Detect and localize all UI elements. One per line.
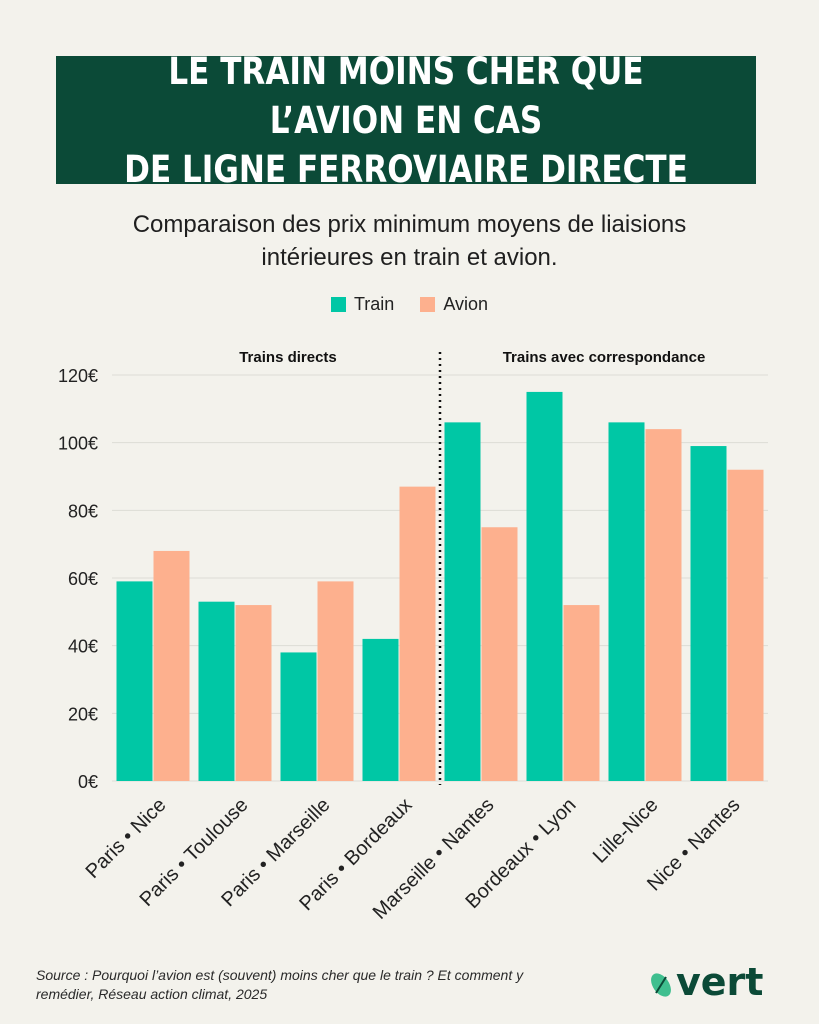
legend-label-avion: Avion [443, 294, 489, 314]
legend-label-train: Train [353, 294, 395, 314]
section-label-left: Trains directs [239, 349, 337, 366]
bar-avion [481, 527, 518, 781]
legend-item-train: Train [330, 294, 395, 315]
bar-train [116, 581, 153, 781]
bar-train [362, 638, 399, 781]
bar-train [444, 422, 481, 781]
chart-title: LE TRAIN MOINS CHER QUE L’AVION EN CAS D… [124, 49, 688, 191]
y-tick-label: 100€ [58, 434, 98, 454]
bar-chart: 0€20€40€60€80€100€120€Paris • NiceParis … [58, 349, 768, 924]
vert-logo: vert [651, 960, 763, 1004]
bar-train [280, 652, 317, 781]
bar-train [608, 422, 645, 781]
leaf-icon [651, 973, 671, 997]
bar-avion [399, 486, 436, 781]
legend-item-avion: Avion [420, 294, 488, 315]
x-tick-label: Lille-Nice [589, 794, 663, 868]
bar-avion [563, 605, 600, 781]
y-tick-label: 80€ [68, 501, 98, 521]
title-box: LE TRAIN MOINS CHER QUE L’AVION EN CAS D… [56, 50, 756, 191]
bar-avion [727, 469, 764, 781]
source-note: Source : Pourquoi l’avion est (souvent) … [36, 967, 524, 1002]
y-tick-label: 40€ [68, 637, 98, 657]
y-tick-label: 0€ [78, 772, 98, 792]
y-tick-label: 20€ [68, 704, 98, 724]
x-tick-label: Paris • Nice [82, 794, 171, 883]
logo-text: vert [676, 960, 763, 1004]
legend-swatch-avion [420, 297, 436, 312]
bar-avion [153, 550, 190, 781]
bar-avion [645, 429, 682, 781]
legend: Train Avion [0, 294, 819, 315]
y-tick-label: 60€ [68, 569, 98, 589]
bar-train [526, 391, 563, 781]
chart-subtitle: Comparaison des prix minimum moyens de l… [132, 211, 687, 271]
bar-avion [235, 605, 272, 781]
bar-train [690, 446, 727, 781]
y-tick-label: 120€ [58, 366, 98, 386]
section-label-right: Trains avec correspondance [503, 349, 706, 366]
bar-avion [317, 581, 354, 781]
legend-swatch-train [330, 297, 346, 312]
bar-train [198, 601, 235, 781]
